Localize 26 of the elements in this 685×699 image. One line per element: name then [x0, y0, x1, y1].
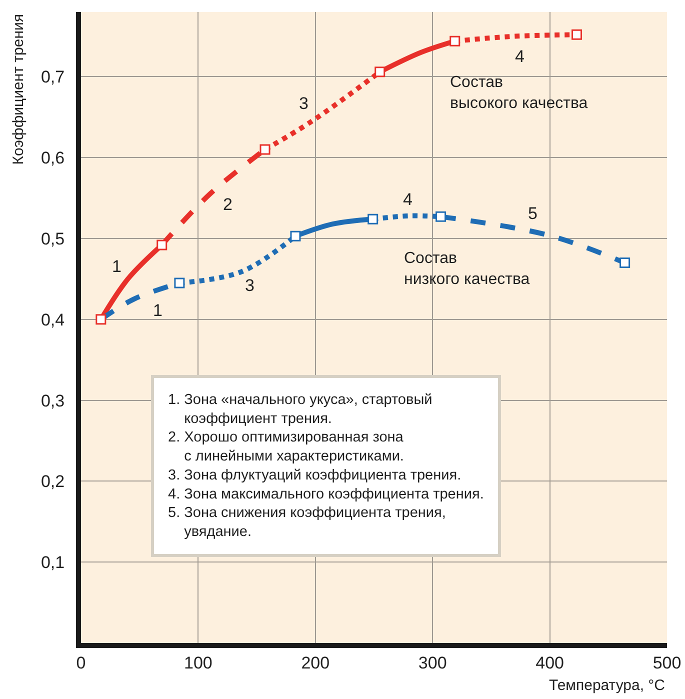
x-tick-label: 400 — [536, 653, 564, 672]
x-axis-title: Температура, °C — [549, 677, 666, 694]
x-tick-label: 300 — [418, 653, 447, 672]
annotation: 1. Зона «начального укуса», стартовый коэффициент трения. 2. Хорошо оптимизированная зона с линейными характеристиками. 3. Зона флуктуаций коэффициента трения. 4. Зона максимального коэффициента трения. 5. Зона снижения коэффициента трения, увядание. — [168, 392, 484, 540]
annotation: 4 — [403, 190, 412, 209]
y-tick-label: 0,4 — [40, 310, 65, 330]
x-tick-label: 200 — [301, 653, 330, 672]
y-tick-label: 0,3 — [40, 391, 65, 410]
annotation: 3 — [299, 94, 308, 113]
annotation: 5 — [528, 204, 538, 223]
y-tick-label: 0,6 — [40, 148, 65, 168]
y-tick-label: 0,2 — [40, 472, 65, 492]
annotation: Состав высокого качества — [450, 74, 588, 112]
y-tick-label: 0,5 — [40, 229, 65, 248]
annotation: Состав низкого качества — [404, 250, 530, 288]
x-tick-label: 500 — [652, 653, 682, 672]
annotation: 3 — [245, 276, 254, 295]
annotation: 1 — [112, 257, 122, 276]
y-tick-label: 0,1 — [40, 553, 65, 572]
annotation: 2 — [223, 195, 232, 214]
annotation: 1 — [153, 301, 162, 320]
x-tick-label: 0 — [76, 653, 86, 672]
y-axis-title: Коэффициент трения — [10, 14, 27, 165]
annotation: 4 — [515, 47, 524, 66]
y-tick-label: 0,7 — [40, 68, 65, 87]
x-tick-label: 100 — [184, 653, 212, 672]
